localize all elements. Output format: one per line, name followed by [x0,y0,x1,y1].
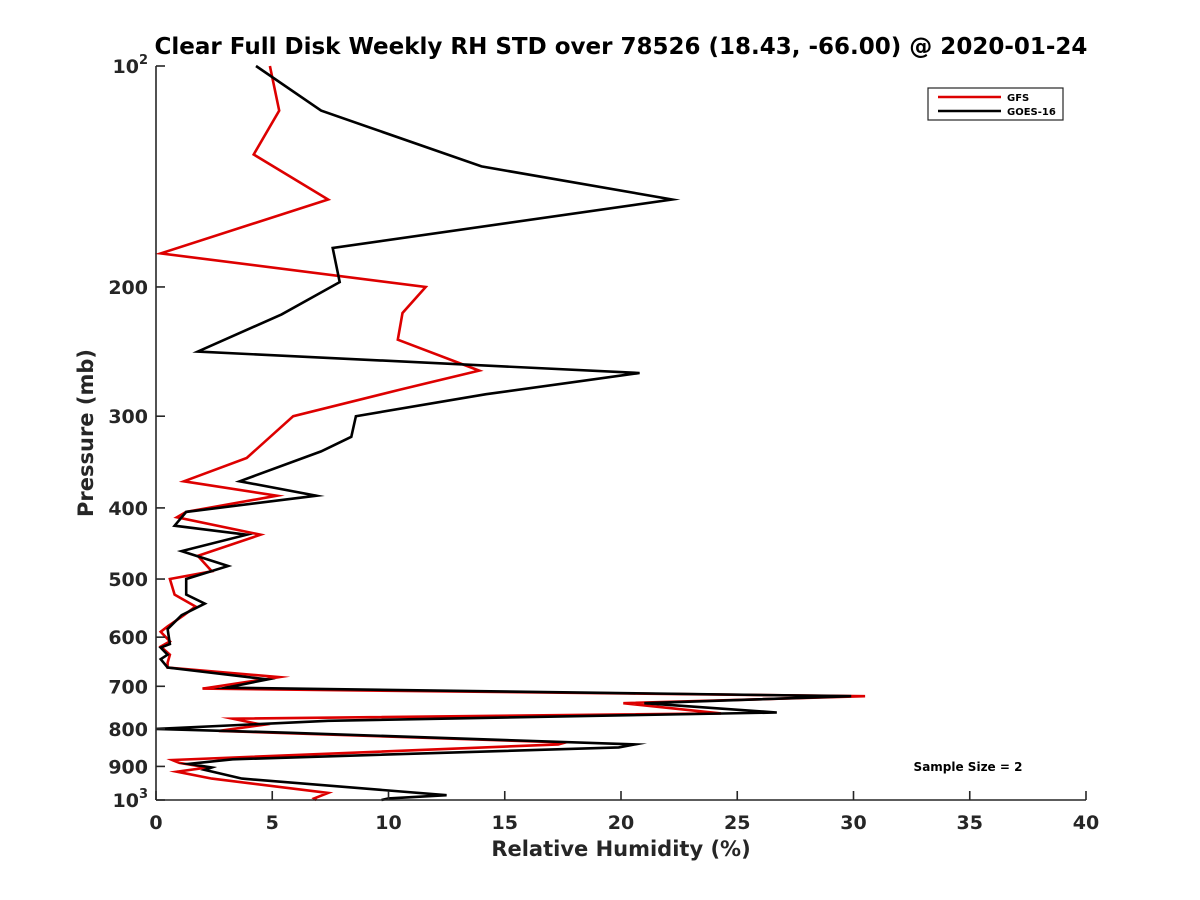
x-tick-label: 40 [1073,812,1099,834]
y-tick-base: 10 [113,790,139,812]
legend: GFS GOES-16 [927,87,1064,121]
x-tick-label: 0 [149,812,162,834]
x-tick-label: 15 [492,812,518,834]
y-tick-label: 500 [108,569,148,591]
y-tick-base: 600 [108,627,148,649]
y-tick-exponent: 3 [139,787,148,802]
x-ticks: 0 5 10 15 20 25 30 35 40 [149,791,1099,834]
y-tick-label: 800 [108,719,148,741]
y-tick-exponent: 2 [139,53,148,68]
y-tick-label: 300 [108,406,148,428]
legend-box [927,87,1064,121]
chart-title: Clear Full Disk Weekly RH STD over 78526… [155,34,1088,60]
y-tick-label: 700 [108,676,148,698]
series-layer [154,64,866,802]
series-line-goes16 [155,64,852,802]
y-tick-base: 900 [108,756,148,778]
y-tick-base: 500 [108,569,148,591]
x-tick-label: 30 [840,812,866,834]
y-tick-base: 300 [108,406,148,428]
y-tick-base: 10 [113,56,139,78]
y-tick-base: 200 [108,277,148,299]
y-axis-label: Pressure (mb) [74,349,98,517]
legend-label-goes16: GOES-16 [1007,107,1056,118]
x-tick-label: 5 [266,812,279,834]
y-tick-base: 400 [108,498,148,520]
y-tick-base: 800 [108,719,148,741]
sample-size-annotation: Sample Size = 2 [914,760,1023,774]
x-axis-label: Relative Humidity (%) [491,837,750,861]
x-tick-label: 25 [724,812,750,834]
y-tick-label: 400 [108,498,148,520]
y-tick-label: 102 [113,53,149,78]
y-tick-label: 600 [108,627,148,649]
y-tick-label: 103 [113,787,149,812]
x-tick-label: 20 [608,812,634,834]
legend-label-gfs: GFS [1007,93,1029,104]
y-tick-label: 200 [108,277,148,299]
x-tick-label: 35 [957,812,983,834]
y-tick-base: 700 [108,676,148,698]
y-tick-label: 900 [108,756,148,778]
x-tick-label: 10 [375,812,401,834]
series-line-gfs [154,65,866,802]
